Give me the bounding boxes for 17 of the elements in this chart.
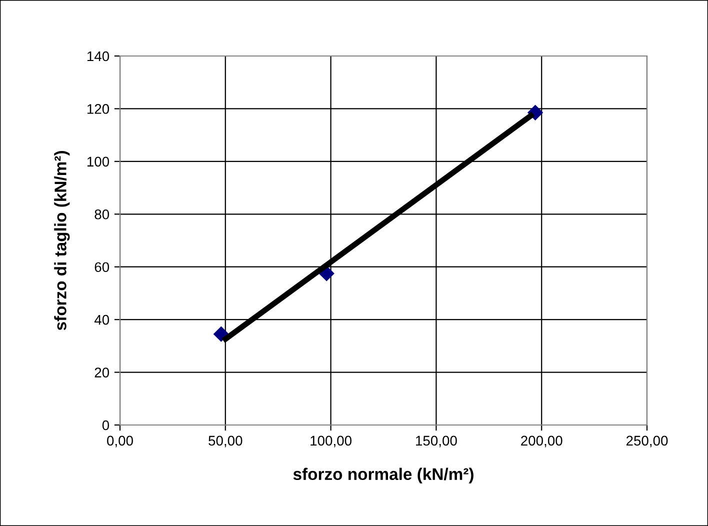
y-tick-label: 0 bbox=[102, 420, 110, 430]
y-tick-label: 100 bbox=[87, 156, 110, 167]
point bbox=[214, 326, 229, 342]
y-tick-label: 140 bbox=[87, 51, 110, 62]
y-tick-label: 60 bbox=[94, 262, 110, 272]
y-tick-label: 20 bbox=[94, 368, 110, 378]
x-tick-label: 50,00 bbox=[208, 436, 242, 448]
y-axis-title: sforzo di taglio (kN/m²) bbox=[54, 151, 70, 330]
y-tick-label: 80 bbox=[94, 209, 110, 220]
x-tick-label: 150,00 bbox=[416, 436, 457, 448]
x-tick-label: 0,00 bbox=[107, 436, 133, 448]
x-tick-label: 200,00 bbox=[521, 436, 562, 448]
y-tick-label: 40 bbox=[94, 314, 110, 325]
y-tick-label: 120 bbox=[87, 104, 110, 114]
x-tick-label: 100,00 bbox=[310, 436, 352, 448]
x-axis-title: sforzo normale (kN/m²) bbox=[293, 468, 474, 484]
x-tick-label: 250,00 bbox=[626, 436, 668, 448]
